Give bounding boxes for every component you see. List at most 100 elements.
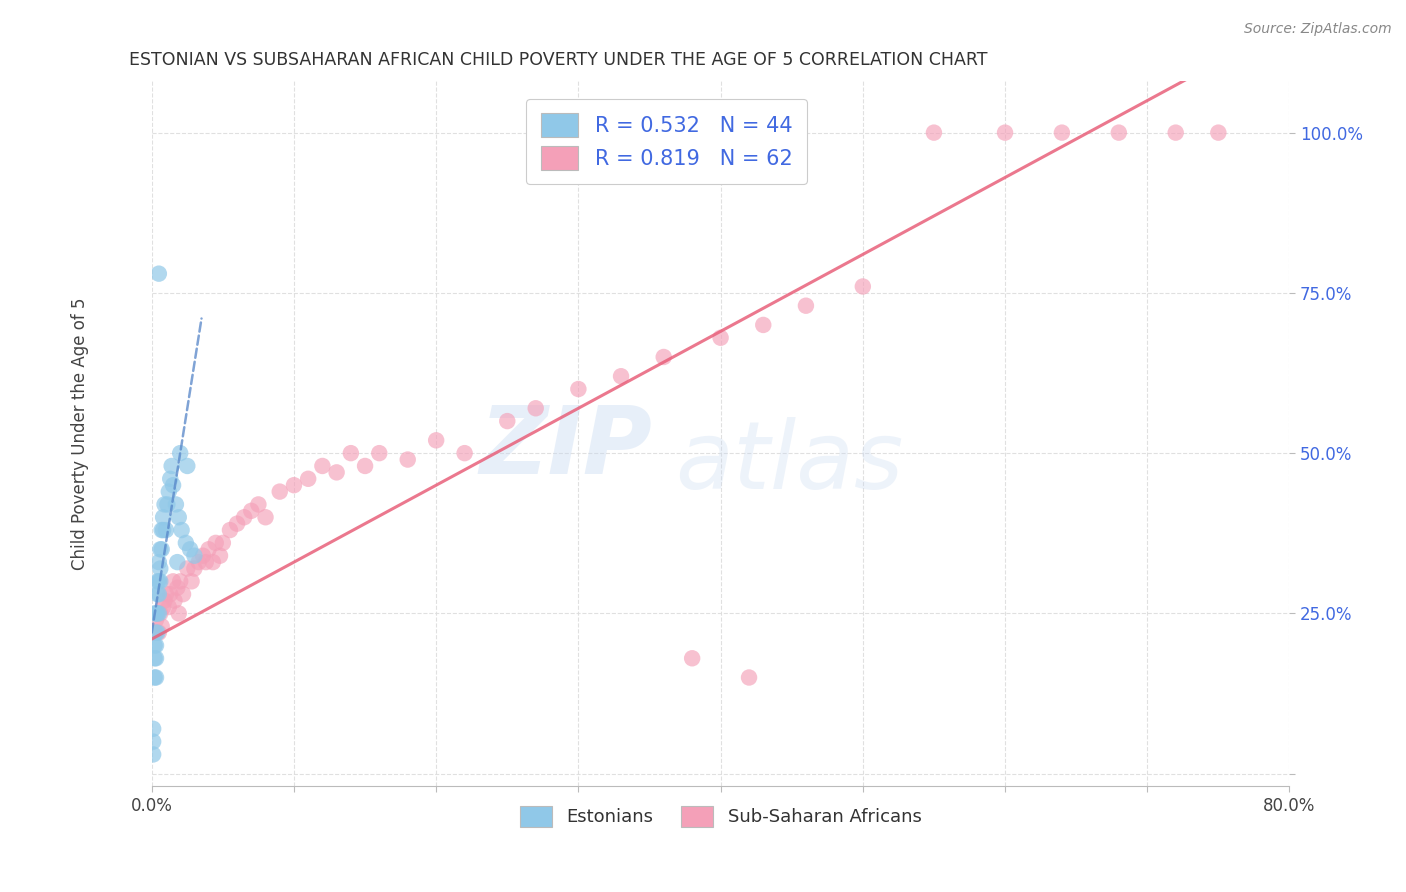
Point (142, 747, 165, 762)
Point (269, 484, 291, 499)
Point (201, 555, 224, 569)
Point (145, 651, 167, 665)
Point (183, 561, 205, 575)
Point (396, 452, 419, 467)
Point (496, 414, 519, 428)
Point (425, 434, 447, 448)
Point (146, 625, 169, 640)
Point (145, 607, 167, 621)
Point (211, 536, 233, 550)
Point (610, 369, 633, 384)
Point (148, 555, 170, 569)
Point (146, 607, 169, 621)
Point (143, 671, 166, 685)
Point (152, 510, 174, 524)
Point (148, 607, 170, 621)
Point (148, 267, 170, 281)
Point (368, 446, 391, 460)
Point (187, 555, 209, 569)
Point (149, 561, 172, 575)
Point (194, 555, 217, 569)
Point (145, 613, 167, 627)
Point (208, 549, 231, 563)
Point (166, 581, 188, 595)
Point (180, 574, 202, 589)
Point (340, 446, 363, 460)
Point (143, 651, 166, 665)
Point (157, 599, 180, 614)
Point (155, 523, 177, 537)
Point (738, 671, 761, 685)
Point (1108, 126, 1130, 140)
Point (311, 458, 333, 473)
Point (170, 523, 193, 537)
Point (254, 510, 277, 524)
Point (169, 574, 191, 589)
Point (794, 299, 817, 313)
Point (176, 561, 198, 575)
Point (142, 722, 165, 736)
Point (524, 401, 547, 416)
Point (163, 593, 186, 607)
Point (145, 671, 167, 685)
Point (191, 549, 214, 563)
Point (752, 318, 775, 332)
Point (226, 516, 249, 531)
Point (681, 651, 703, 665)
Point (1050, 126, 1073, 140)
Point (172, 587, 194, 601)
Point (146, 587, 169, 601)
Legend: Estonians, Sub-Saharan Africans: Estonians, Sub-Saharan Africans (512, 798, 929, 834)
Point (148, 587, 170, 601)
Point (143, 639, 166, 653)
Point (143, 607, 166, 621)
Point (283, 478, 305, 492)
Point (240, 504, 263, 518)
Point (148, 574, 170, 589)
Point (325, 466, 347, 480)
Point (162, 478, 184, 492)
Point (174, 536, 197, 550)
Point (160, 458, 183, 473)
Point (150, 542, 173, 557)
Point (176, 458, 198, 473)
Point (165, 498, 187, 512)
Point (567, 382, 589, 396)
Point (922, 126, 945, 140)
Point (149, 542, 172, 557)
Point (152, 599, 174, 614)
Point (152, 523, 174, 537)
Point (145, 639, 167, 653)
Point (157, 484, 180, 499)
Point (994, 126, 1017, 140)
Point (297, 472, 319, 486)
Point (150, 619, 173, 633)
Point (166, 555, 188, 569)
Point (169, 446, 191, 460)
Text: atlas: atlas (675, 417, 903, 508)
Point (183, 549, 205, 563)
Point (149, 607, 172, 621)
Point (233, 510, 256, 524)
Point (247, 498, 270, 512)
Point (162, 574, 184, 589)
Point (167, 510, 190, 524)
Text: Source: ZipAtlas.com: Source: ZipAtlas.com (1244, 22, 1392, 37)
Point (156, 498, 179, 512)
Point (149, 574, 172, 589)
Point (150, 523, 173, 537)
Point (1164, 126, 1187, 140)
Point (148, 625, 170, 640)
Point (1208, 126, 1230, 140)
Point (153, 593, 176, 607)
Point (143, 625, 166, 640)
Point (354, 458, 377, 473)
Point (159, 587, 181, 601)
Point (145, 625, 167, 640)
Point (179, 542, 201, 557)
Point (453, 446, 475, 460)
Point (652, 350, 675, 364)
Y-axis label: Child Poverty Under the Age of 5: Child Poverty Under the Age of 5 (72, 298, 89, 570)
Text: ZIP: ZIP (479, 402, 652, 494)
Point (219, 523, 242, 537)
